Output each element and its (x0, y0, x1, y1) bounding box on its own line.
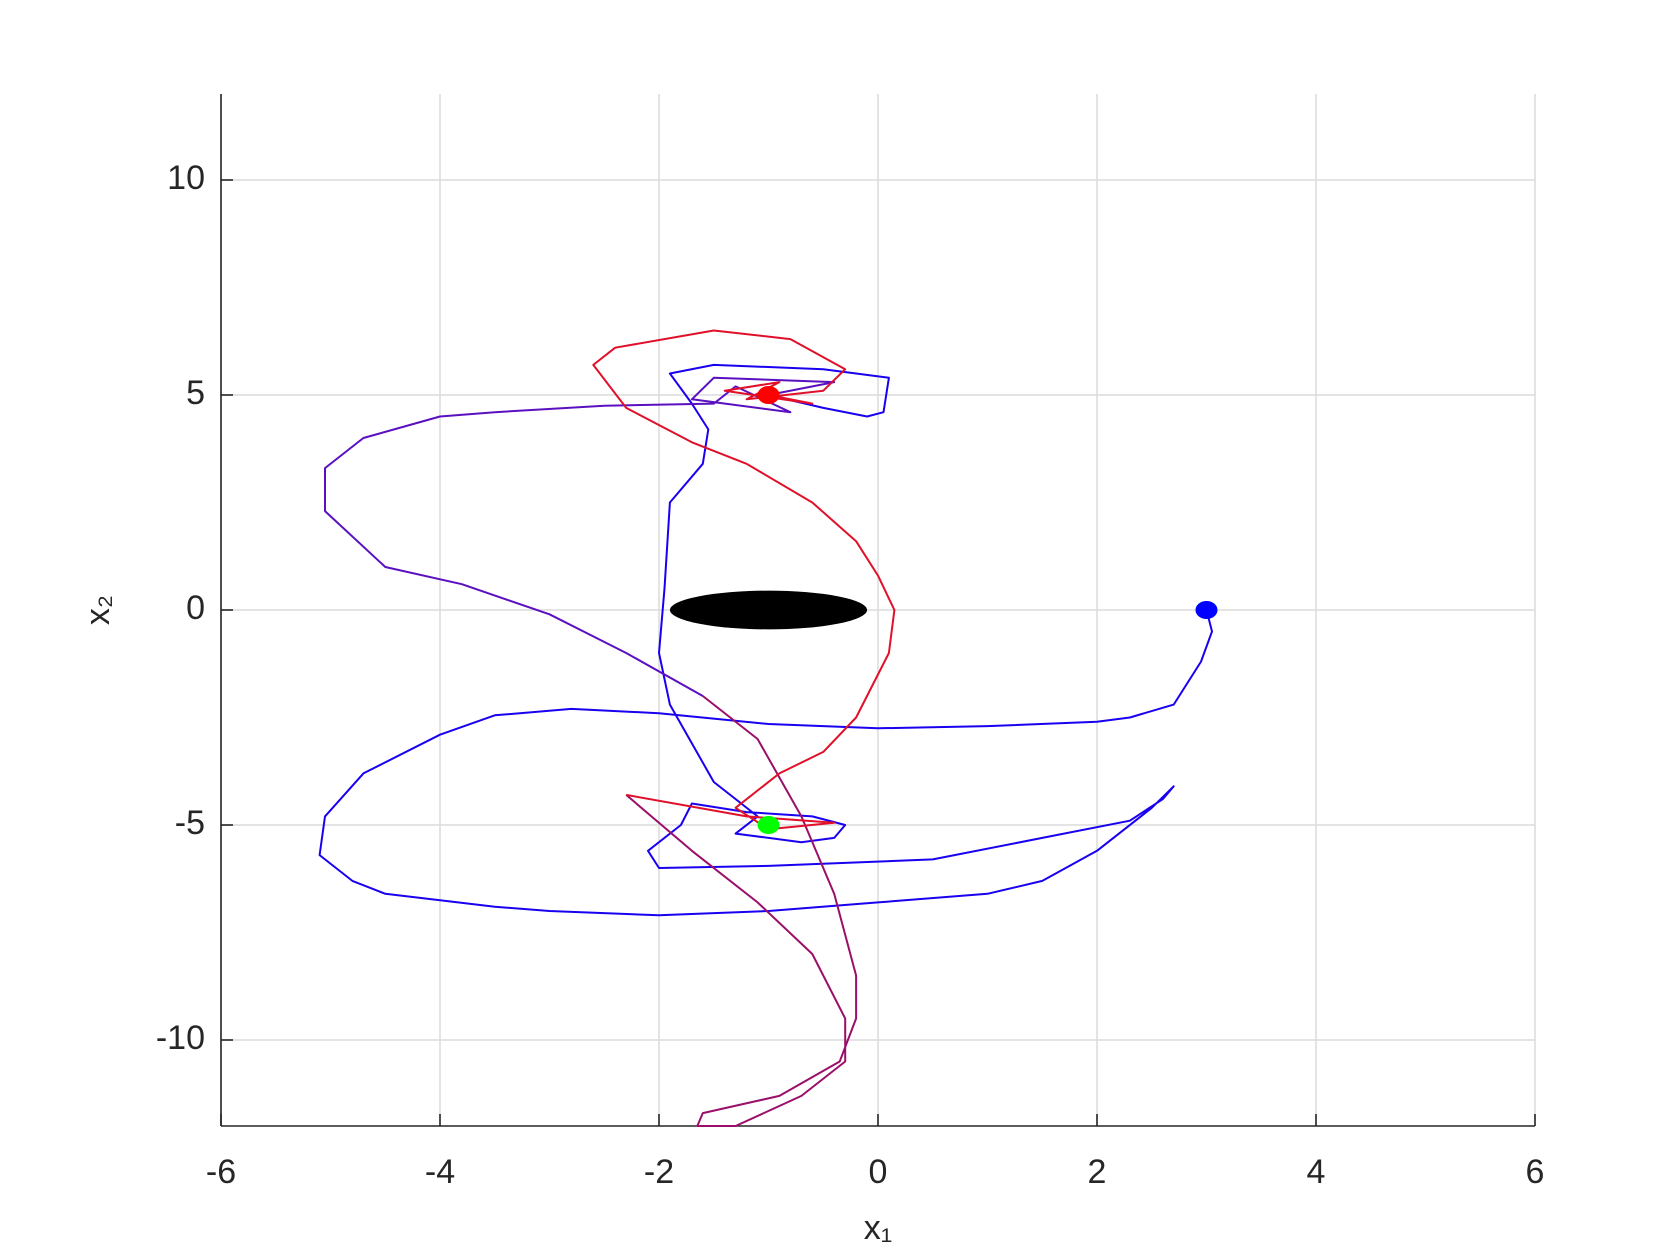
x-axis-label: x₁ (864, 1209, 892, 1247)
obstacle (669, 590, 868, 630)
x-tick-label: 2 (1088, 1153, 1107, 1191)
y-tick-label: 10 (167, 159, 205, 197)
trajectory (318, 363, 1213, 917)
y-axis-label: x₂ (79, 595, 117, 625)
x-tick-label: 6 (1526, 1153, 1545, 1191)
trajectory (625, 695, 858, 1127)
trajectory (324, 376, 836, 697)
marker (1195, 601, 1218, 619)
y-tick-label: 0 (186, 589, 205, 627)
y-tick-label: -5 (175, 804, 205, 842)
x-tick-label: 4 (1307, 1153, 1326, 1191)
y-tick-label: -10 (156, 1019, 205, 1057)
y-tick-label: 5 (186, 374, 205, 412)
x-tick-label: 0 (869, 1153, 888, 1191)
x-tick-label: -2 (644, 1153, 674, 1191)
x-tick-label: -6 (206, 1153, 236, 1191)
marker (757, 816, 780, 834)
marker (757, 386, 780, 404)
x-tick-label: -4 (425, 1153, 455, 1191)
